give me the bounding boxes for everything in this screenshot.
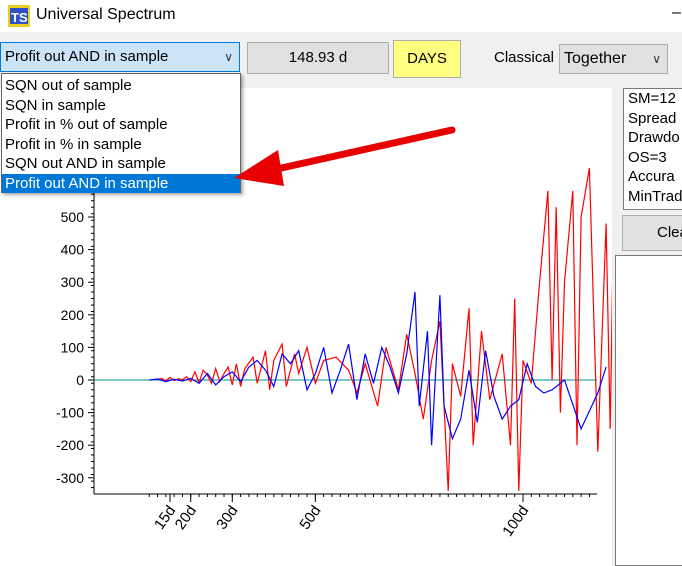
dropdown-item[interactable]: SQN out of sample	[5, 77, 132, 94]
days-value-field[interactable]: 148.93 d	[247, 42, 389, 74]
metric-select-value: Profit out AND in sample	[5, 48, 169, 65]
dropdown-item[interactable]: Profit in % in sample	[5, 135, 142, 153]
svg-text:TS: TS	[11, 10, 28, 25]
y-tick-label: -100	[56, 405, 84, 421]
series-line-blue	[149, 291, 607, 446]
y-tick-label: 0	[76, 372, 84, 388]
dropdown-item[interactable]: SQN in sample	[5, 96, 106, 114]
info-line: Spread	[628, 109, 677, 127]
window-title: Universal Spectrum	[36, 6, 176, 23]
x-tick-label: 50d	[296, 503, 324, 533]
x-tick-label: 20d	[172, 503, 200, 533]
y-tick-label: 100	[61, 339, 85, 355]
info-line: OS=3	[628, 148, 667, 166]
series-line-red	[157, 167, 612, 491]
metric-dropdown-list[interactable]: SQN out of sample SQN in sample Profit i…	[1, 73, 241, 193]
y-tick-label: 500	[61, 209, 85, 225]
y-tick-label: -300	[56, 470, 84, 486]
title-bar	[0, 0, 682, 32]
y-tick-label: 300	[61, 274, 85, 290]
mode-label: Classical	[494, 49, 555, 66]
y-tick-label: 400	[61, 242, 85, 258]
info-panel: SM=12 Spread Drawdo OS=3 Accura MinTrad	[623, 88, 682, 210]
dropdown-item-selected[interactable]: Profit out AND in sample	[2, 173, 240, 193]
together-select[interactable]: Together ∨	[559, 44, 668, 74]
info-line: MinTrad	[628, 187, 682, 205]
dropdown-item[interactable]: SQN out AND in sample	[5, 155, 166, 172]
log-box[interactable]	[615, 255, 682, 566]
minimize-button[interactable]: –	[672, 4, 681, 21]
dropdown-item[interactable]: Profit in % out of sample	[5, 116, 168, 133]
y-tick-label: -200	[56, 437, 84, 453]
clear-button[interactable]: Clea	[622, 215, 682, 251]
app-icon: TS	[8, 5, 30, 27]
days-button[interactable]: DAYS	[393, 40, 461, 78]
together-select-value: Together	[564, 50, 627, 67]
y-tick-label: 200	[61, 307, 85, 323]
info-line: SM=12	[628, 90, 676, 107]
metric-select[interactable]: Profit out AND in sample ∨	[0, 42, 240, 72]
chevron-down-icon: ∨	[224, 50, 233, 64]
x-tick-label: 30d	[213, 503, 241, 533]
chevron-down-icon: ∨	[652, 52, 661, 66]
info-line: Drawdo	[628, 129, 680, 146]
x-tick-label: 100d	[499, 503, 532, 540]
info-line: Accura	[628, 168, 675, 185]
